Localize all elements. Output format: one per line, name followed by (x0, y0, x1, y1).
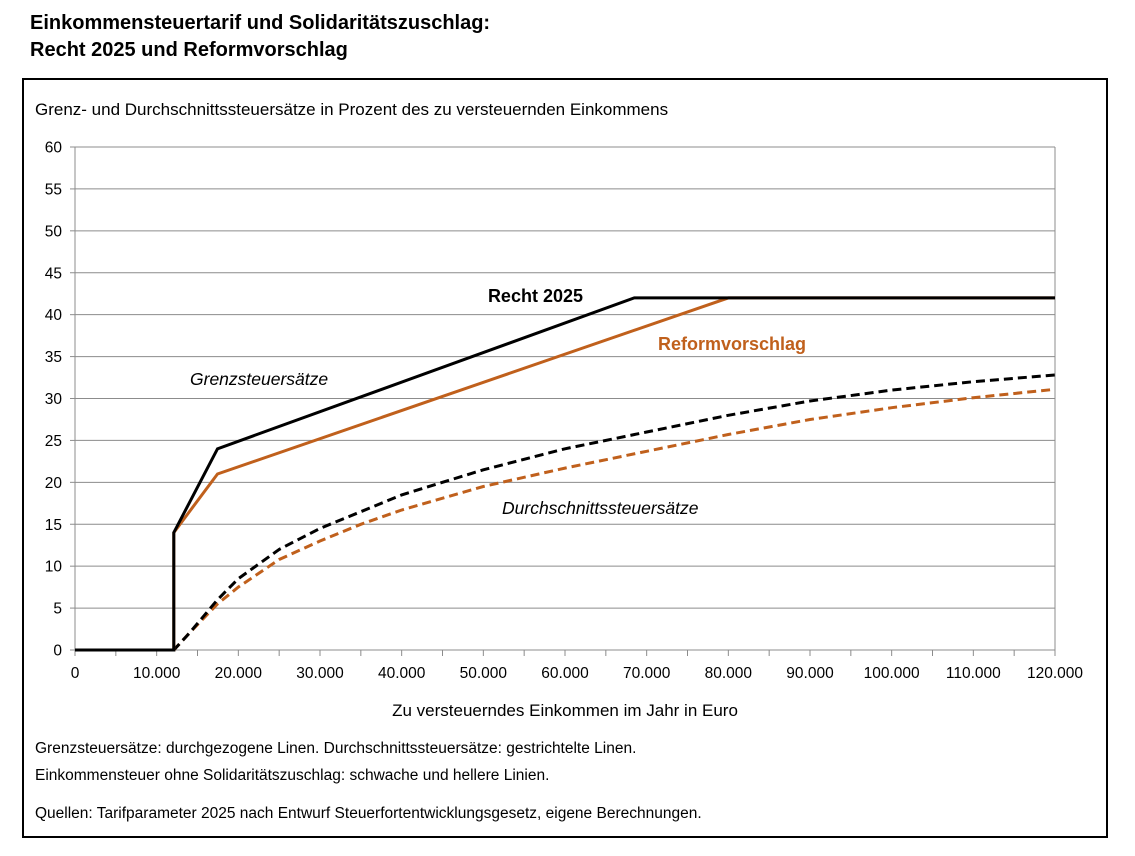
x-tick-label: 60.000 (541, 665, 589, 682)
average-rate-reform-line (75, 387, 1056, 652)
x-tick-label: 0 (71, 665, 80, 682)
y-tick-label: 30 (45, 391, 63, 408)
annotation-grenzsteuersaetze: Grenzsteuersätze (190, 369, 328, 389)
y-tick-label: 40 (45, 307, 63, 324)
source-note: Quellen: Tarifparameter 2025 nach Entwur… (35, 805, 702, 822)
x-axis-label: Zu versteuerndes Einkommen im Jahr in Eu… (392, 701, 738, 720)
x-tick-label: 30.000 (296, 665, 344, 682)
x-tick-label: 50.000 (460, 665, 508, 682)
y-tick-label: 45 (45, 265, 62, 282)
x-tick-label: 40.000 (378, 665, 426, 682)
y-tick-label: 20 (45, 475, 63, 492)
legend-note-2: Einkommensteuer ohne Solidaritätszuschla… (35, 767, 550, 784)
x-tick-label: 70.000 (623, 665, 671, 682)
y-tick-label: 50 (45, 223, 63, 240)
y-tick-label: 25 (45, 433, 62, 450)
x-tick-label: 10.000 (133, 665, 181, 682)
x-tick-label: 80.000 (705, 665, 753, 682)
marginal-rate-recht-2025-line (75, 296, 1055, 652)
x-tick-label: 120.000 (1027, 665, 1083, 682)
figure-title-line-2: Recht 2025 und Reformvorschlag (30, 39, 348, 61)
y-tick-label: 0 (53, 643, 62, 660)
x-tick-label: 100.000 (864, 665, 920, 682)
x-tick-label: 110.000 (946, 665, 1001, 682)
annotation-reformvorschlag: Reformvorschlag (658, 334, 806, 354)
chart-frame (22, 78, 1108, 838)
annotation-recht-2025: Recht 2025 (488, 286, 583, 306)
y-tick-label: 10 (45, 559, 63, 576)
annotation-durchschnittssteuersaetze: Durchschnittssteuersätze (502, 498, 699, 518)
average-rate-recht-2025-line (75, 373, 1056, 652)
x-tick-label: 90.000 (786, 665, 834, 682)
y-tick-label: 55 (45, 181, 62, 198)
x-tick-label: 20.000 (215, 665, 263, 682)
chart-title: Grenz- und Durchschnittssteuersätze in P… (35, 100, 669, 119)
figure-title-line-1: Einkommensteuertarif und Solidaritätszus… (30, 12, 491, 34)
y-tick-label: 15 (45, 517, 62, 534)
y-tick-label: 5 (53, 601, 62, 618)
figure-title: Einkommensteuertarif und Solidaritätszus… (30, 10, 490, 64)
legend-note-1: Grenzsteuersätze: durchgezogene Linen. D… (35, 740, 637, 757)
y-tick-label: 60 (45, 140, 63, 157)
y-tick-label: 35 (45, 349, 62, 366)
